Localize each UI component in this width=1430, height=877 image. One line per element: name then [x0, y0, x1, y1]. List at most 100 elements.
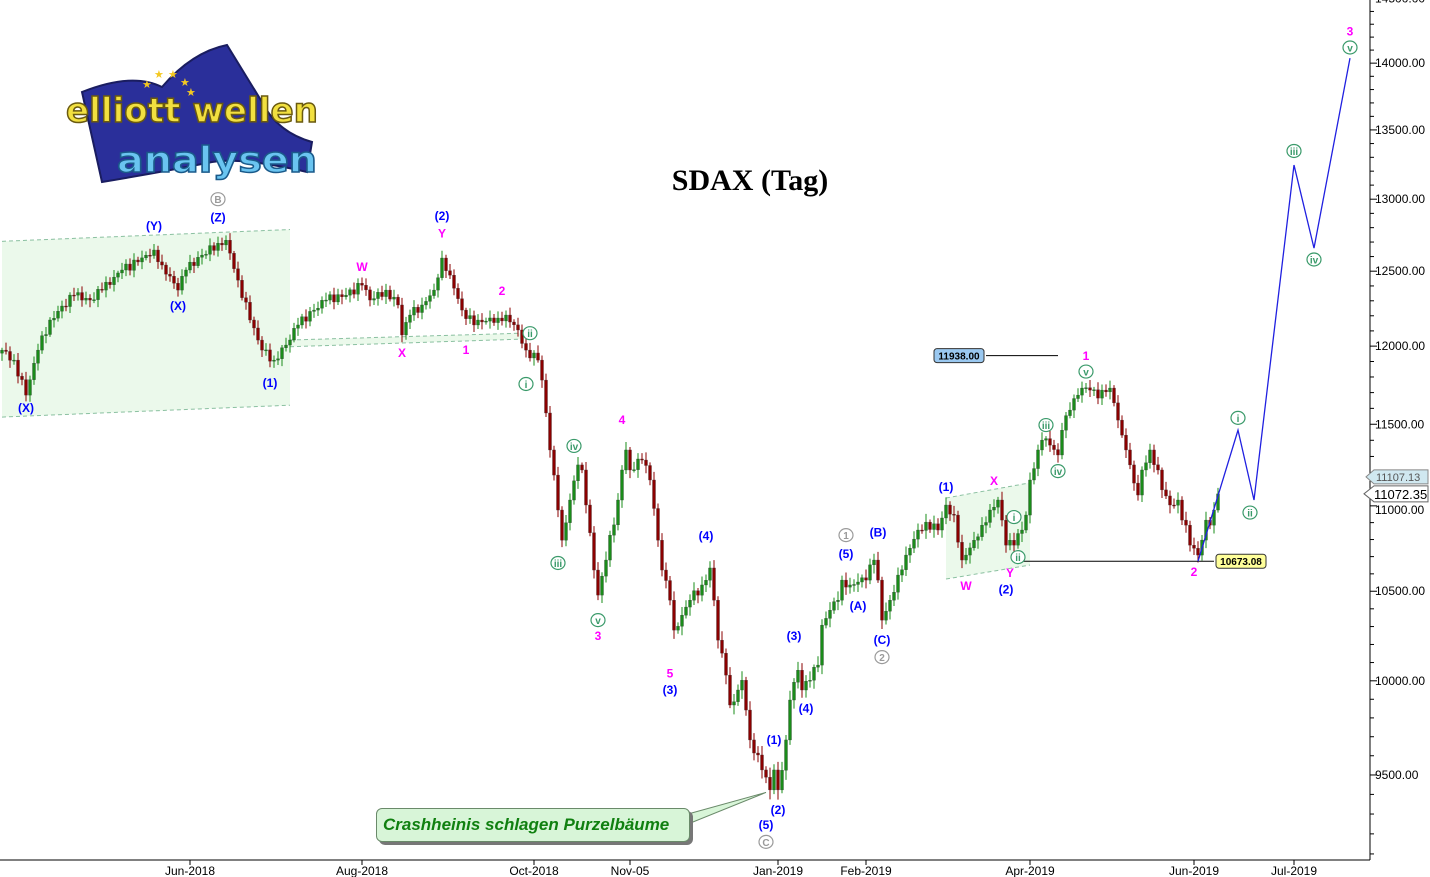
- candle: [880, 576, 884, 629]
- wave-label-text: (5): [839, 547, 854, 561]
- candle-body: [872, 559, 876, 566]
- candle-body: [236, 268, 240, 281]
- candle-body: [988, 509, 992, 523]
- candle: [348, 287, 352, 303]
- candle: [536, 345, 540, 363]
- wave-label-text: Y: [1006, 566, 1014, 580]
- hidden-price-marker: [1365, 469, 1429, 485]
- candle-body: [676, 626, 680, 631]
- candle: [248, 295, 252, 324]
- candle: [528, 342, 532, 362]
- candle: [292, 322, 296, 343]
- wave-label: X: [990, 474, 998, 488]
- candle: [276, 351, 280, 366]
- candle-body: [344, 294, 348, 297]
- candle-body: [1004, 519, 1008, 546]
- candle: [260, 336, 264, 358]
- candle-body: [636, 458, 640, 470]
- candle: [268, 343, 272, 368]
- candle: [360, 277, 364, 291]
- candle-body: [536, 352, 540, 361]
- candle-body: [420, 304, 424, 313]
- candle-body: [444, 257, 448, 271]
- x-tick-label: Jun-2019: [1169, 864, 1219, 877]
- wave-label-text: 1: [843, 531, 849, 542]
- candle-body: [32, 363, 36, 380]
- candle: [556, 466, 560, 518]
- candle-body: [1148, 449, 1152, 463]
- candle: [1040, 432, 1044, 456]
- candle: [444, 254, 448, 278]
- wave-label: 2: [874, 650, 890, 665]
- candle-body: [692, 590, 696, 601]
- candle: [400, 297, 404, 343]
- y-tick-label: 12000.00: [1375, 339, 1425, 353]
- candle: [688, 594, 692, 616]
- candle: [948, 501, 952, 521]
- candle-body: [116, 272, 120, 278]
- candle: [840, 575, 844, 606]
- wave-label-text: X: [990, 474, 998, 488]
- candle-body: [304, 316, 308, 322]
- candle: [860, 574, 864, 588]
- wave-label-text: iv: [570, 442, 579, 453]
- candle: [516, 317, 520, 337]
- candle-body: [524, 343, 528, 351]
- candle: [816, 656, 820, 673]
- price-level-box: [1215, 553, 1267, 569]
- candle: [636, 453, 640, 478]
- candle: [1184, 511, 1188, 533]
- x-tick-label: Oct-2018: [509, 864, 559, 877]
- candle-body: [284, 344, 288, 348]
- x-tick-label: Feb-2019: [840, 864, 892, 877]
- candle: [356, 278, 360, 302]
- candle: [212, 242, 216, 256]
- wave-label-text: iv: [1310, 255, 1319, 266]
- candle-body: [1180, 499, 1184, 521]
- svg-text:★: ★: [180, 77, 190, 89]
- wave-label-circle: [518, 376, 534, 392]
- candle-body: [1024, 514, 1028, 531]
- candle-body: [1124, 434, 1128, 451]
- candle-body: [888, 600, 892, 612]
- candle-body: [1136, 482, 1140, 496]
- candle-body: [796, 670, 800, 683]
- candle: [612, 517, 616, 543]
- candle-body: [936, 523, 940, 531]
- candle-body: [560, 509, 564, 541]
- candle: [1044, 436, 1048, 447]
- candle: [1104, 384, 1108, 397]
- wave-label-text: (X): [170, 299, 186, 313]
- wave-label: 1: [1083, 349, 1090, 363]
- candle-body: [580, 464, 584, 471]
- candle: [160, 254, 164, 270]
- candle: [496, 311, 500, 330]
- candle-body: [928, 521, 932, 530]
- candle: [716, 596, 720, 649]
- candle: [608, 530, 612, 567]
- candle: [1012, 532, 1016, 554]
- candle-body: [784, 739, 788, 771]
- candle: [928, 519, 932, 533]
- candle-body: [960, 542, 964, 561]
- candle-body: [492, 317, 496, 323]
- candle-body: [572, 480, 576, 501]
- candle-body: [292, 328, 296, 341]
- candle: [88, 294, 92, 308]
- candle-body: [1192, 545, 1196, 549]
- x-tick-label: Nov-05: [611, 864, 650, 877]
- candle: [656, 503, 660, 547]
- candle: [40, 331, 44, 354]
- svg-text:★: ★: [154, 69, 164, 81]
- candle-body: [8, 351, 12, 361]
- candle: [1168, 490, 1172, 514]
- candle: [1108, 380, 1112, 400]
- wave-label-text: (3): [663, 683, 678, 697]
- candle: [668, 575, 672, 606]
- y-tick-label: 13500.00: [1375, 123, 1425, 137]
- channel-lower-line: [1, 404, 291, 418]
- candle: [1068, 402, 1072, 419]
- candle-body: [1164, 489, 1168, 497]
- wave-label-text: (B): [870, 526, 887, 540]
- candle-body: [188, 261, 192, 271]
